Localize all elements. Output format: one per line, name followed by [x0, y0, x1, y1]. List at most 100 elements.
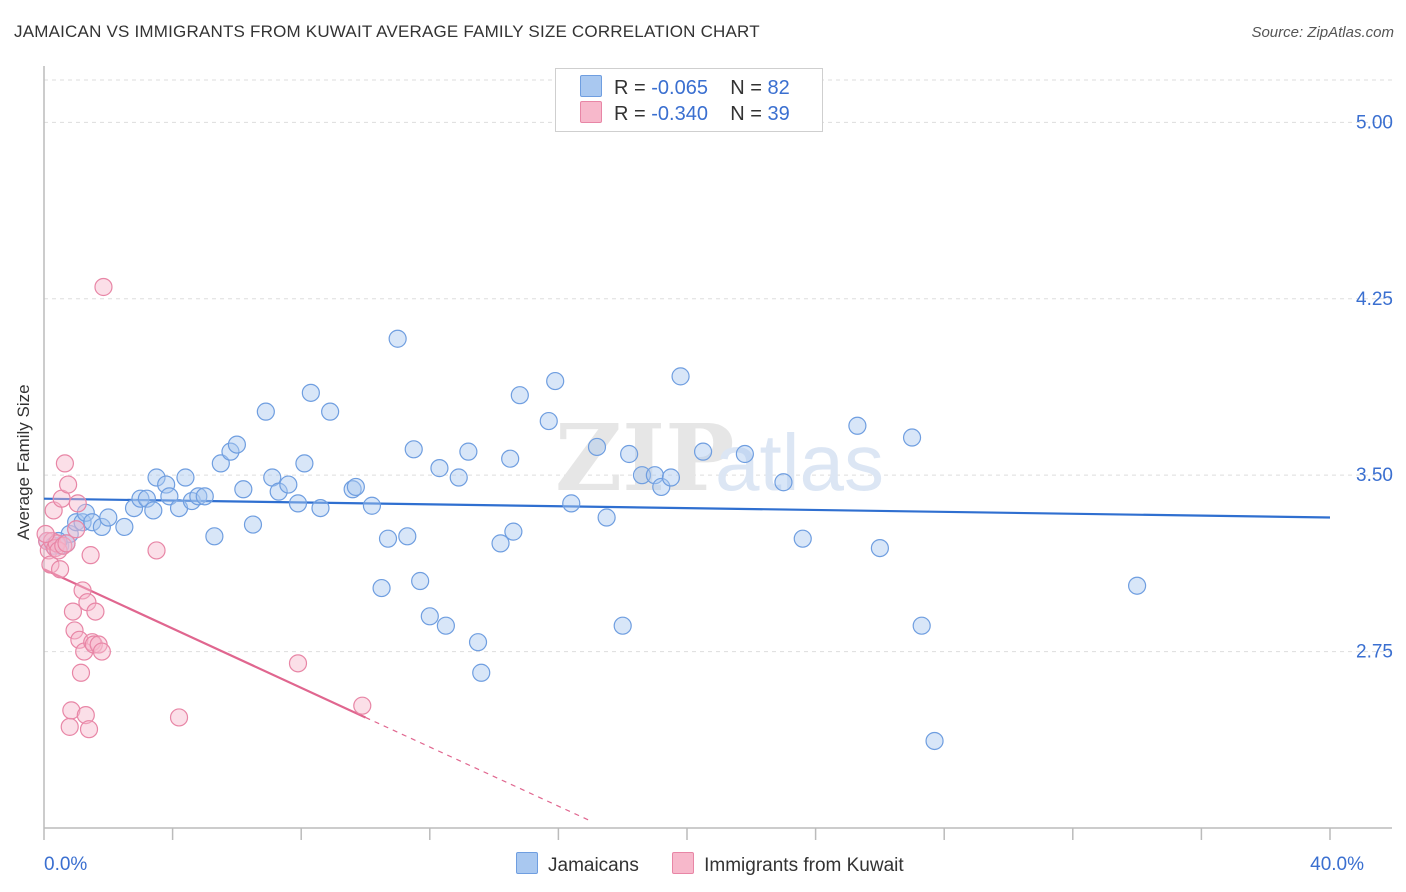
point-jamaicans: [67, 513, 86, 532]
point-jamaicans: [661, 468, 681, 487]
axes: [43, 66, 1392, 840]
point-kuwait: [169, 708, 189, 727]
correlation-legend: R = -0.065 N = 82 R = -0.340 N = 39: [555, 68, 823, 132]
point-kuwait: [67, 520, 86, 539]
point-kuwait: [41, 555, 60, 574]
point-jamaicans: [632, 466, 652, 485]
point-jamaicans: [491, 534, 510, 553]
point-jamaicans: [411, 571, 430, 591]
legend-item-jamaicans[interactable]: Jamaicans: [516, 852, 639, 877]
point-jamaicans: [652, 477, 671, 497]
trendline-jamaicans: [43, 497, 1331, 519]
r-value: -0.340: [651, 103, 708, 125]
data-points: [36, 277, 1147, 751]
point-kuwait: [54, 536, 73, 555]
point-jamaicans: [288, 494, 308, 513]
point-jamaicans: [539, 411, 558, 431]
point-jamaicans: [504, 522, 523, 541]
legend-swatch-blue: [580, 75, 602, 97]
point-jamaicans: [205, 527, 224, 546]
point-jamaicans: [221, 442, 240, 461]
x-tick-label: 0.0%: [44, 854, 87, 875]
point-kuwait: [68, 494, 87, 513]
legend-row-kuwait: R = -0.340 N = 39: [580, 101, 790, 129]
point-jamaicans: [124, 499, 144, 518]
point-jamaicans: [157, 475, 176, 494]
point-jamaicans: [671, 367, 690, 386]
trendline-kuwait-extension: [365, 716, 591, 822]
point-kuwait: [62, 701, 81, 720]
point-jamaicans: [774, 473, 793, 492]
point-jamaicans: [243, 515, 263, 534]
point-jamaicans: [562, 494, 581, 513]
point-jamaicans: [115, 517, 134, 537]
y-axis-label: Average Family Size: [14, 384, 33, 540]
legend-row-jamaicans: R = -0.065 N = 82: [580, 75, 790, 103]
point-jamaicans: [420, 607, 439, 626]
watermark-zip: ZIP: [555, 404, 734, 512]
chart-title: JAMAICAN VS IMMIGRANTS FROM KUWAIT AVERA…: [14, 22, 760, 41]
point-jamaicans: [301, 383, 320, 402]
n-label: N =: [730, 77, 762, 99]
point-jamaicans: [388, 329, 407, 348]
point-jamaicans: [137, 489, 156, 508]
point-kuwait: [94, 277, 113, 297]
point-jamaicans: [1127, 576, 1147, 595]
watermark: ZIP atlas: [555, 404, 884, 512]
point-kuwait: [59, 475, 78, 494]
point-jamaicans: [321, 402, 340, 421]
point-jamaicans: [195, 487, 214, 506]
point-jamaicans: [459, 442, 478, 461]
point-jamaicans: [587, 437, 607, 457]
point-jamaicans: [311, 499, 330, 518]
point-kuwait: [63, 602, 83, 621]
y-tick-label: 4.25: [1356, 289, 1393, 310]
y-tick-label: 5.00: [1356, 112, 1393, 133]
point-kuwait: [55, 454, 74, 473]
r-value: -0.065: [651, 77, 708, 99]
point-jamaicans: [510, 386, 529, 405]
point-kuwait: [71, 663, 91, 682]
point-jamaicans: [436, 616, 455, 635]
legend-item-kuwait[interactable]: Immigrants from Kuwait: [672, 852, 904, 877]
point-jamaicans: [279, 475, 298, 494]
point-jamaicans: [925, 731, 944, 751]
point-jamaicans: [735, 444, 754, 464]
point-jamaicans: [597, 508, 616, 527]
point-jamaicans: [372, 578, 391, 598]
point-kuwait: [288, 654, 308, 673]
point-jamaicans: [902, 428, 922, 447]
point-jamaicans: [211, 454, 230, 473]
point-kuwait: [36, 524, 55, 544]
point-kuwait: [81, 546, 100, 565]
legend-label: Immigrants from Kuwait: [704, 855, 904, 876]
point-jamaicans: [449, 468, 468, 487]
point-jamaicans: [398, 527, 417, 546]
point-jamaicans: [362, 496, 382, 515]
point-jamaicans: [793, 529, 812, 548]
point-jamaicans: [176, 468, 195, 487]
point-jamaicans: [227, 435, 246, 454]
point-jamaicans: [870, 538, 890, 558]
source-label: Source: ZipAtlas.com: [1251, 24, 1394, 41]
tick-labels: 5.00 4.25 3.50 2.75 0.0% 40.0%: [44, 112, 1393, 875]
point-kuwait: [147, 541, 166, 560]
point-jamaicans: [620, 444, 639, 464]
series-legend: Jamaicans Immigrants from Kuwait: [516, 852, 932, 877]
point-jamaicans: [256, 402, 275, 421]
point-kuwait: [353, 696, 372, 715]
r-label: R =: [614, 103, 646, 125]
trendline-kuwait: [43, 568, 366, 719]
n-value: 39: [767, 103, 790, 125]
n-label: N =: [730, 103, 762, 125]
point-kuwait: [57, 534, 76, 553]
point-jamaicans: [378, 529, 398, 548]
point-jamaicans: [295, 454, 314, 473]
point-jamaicans: [848, 416, 867, 435]
point-jamaicans: [546, 371, 565, 391]
n-value: 82: [767, 77, 790, 99]
r-label: R =: [614, 77, 646, 99]
point-jamaicans: [404, 440, 423, 459]
point-kuwait: [86, 602, 105, 621]
point-jamaicans: [92, 517, 111, 537]
